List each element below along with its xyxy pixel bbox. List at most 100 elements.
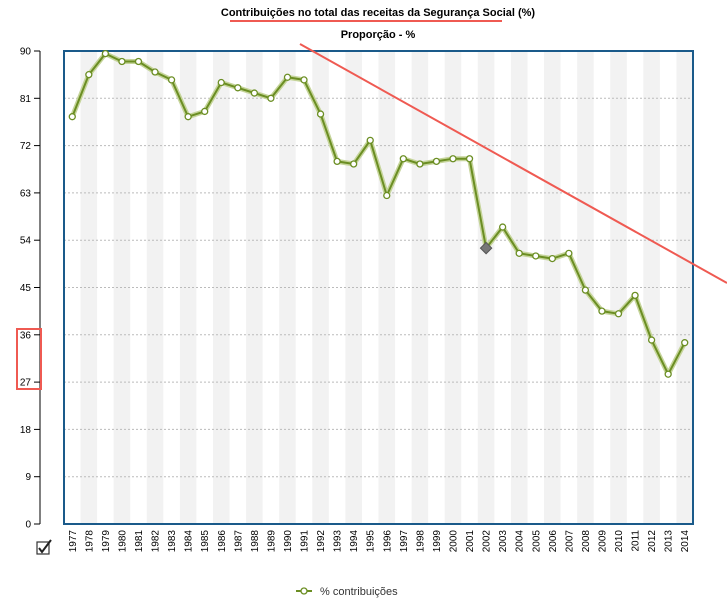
data-point[interactable] (217, 78, 225, 87)
data-point[interactable] (85, 71, 93, 79)
grid-lines (64, 97, 693, 478)
data-point[interactable] (681, 339, 689, 347)
data-point[interactable] (267, 94, 275, 102)
y-tick-label: 90 (20, 47, 32, 58)
x-tick-label: 1995 (366, 530, 377, 553)
column-band (378, 51, 396, 524)
data-point[interactable] (118, 57, 126, 66)
data-point[interactable] (548, 254, 556, 263)
series-layer (68, 49, 689, 378)
y-tick-label: 45 (20, 283, 32, 294)
data-point[interactable] (283, 73, 292, 81)
x-tick-label: 1994 (349, 530, 360, 553)
x-tick-label: 2009 (597, 530, 608, 553)
chart-subtitle: Proporção - % (341, 29, 416, 41)
x-tick-label: 1989 (266, 530, 277, 553)
x-tick-label: 1977 (68, 530, 79, 553)
x-tick-label: 2012 (647, 530, 658, 553)
series-line (71, 52, 686, 376)
data-point[interactable] (432, 157, 441, 166)
x-tick-label: 1982 (151, 530, 162, 553)
data-point[interactable] (68, 113, 76, 121)
data-point[interactable] (664, 370, 672, 378)
data-point[interactable] (201, 107, 209, 116)
highlight-box (16, 328, 42, 390)
x-axis: 1977 1978 1979 1980 1981 1982 1983 1984 1985 1986… (68, 530, 691, 553)
x-tick-label: 1978 (84, 530, 95, 553)
data-point[interactable] (167, 76, 176, 84)
x-tick-label: 2007 (564, 530, 575, 553)
plot-frame (63, 50, 694, 525)
data-point[interactable] (300, 76, 308, 84)
y-tick-label: 63 (20, 188, 32, 199)
y-tick-label: 54 (20, 236, 32, 247)
x-tick-label: 2003 (498, 530, 509, 553)
x-tick-label: 1981 (134, 530, 145, 553)
x-tick-label: 1985 (200, 530, 211, 553)
data-point[interactable] (333, 157, 341, 166)
data-point[interactable] (498, 223, 507, 231)
legend-marker-icon (300, 587, 308, 595)
data-point[interactable] (383, 191, 391, 200)
x-tick-label: 2008 (581, 530, 592, 553)
legend-label: % contribuições (320, 586, 398, 598)
column-band (246, 51, 263, 524)
x-tick-label: 1986 (217, 530, 228, 553)
x-tick-label: 1983 (167, 530, 178, 553)
data-point[interactable] (101, 49, 110, 58)
data-point[interactable] (316, 110, 325, 118)
data-point[interactable] (581, 286, 590, 294)
column-band (411, 51, 429, 524)
data-point[interactable] (532, 252, 540, 260)
y-tick-label: 72 (20, 141, 32, 152)
x-tick-label: 2011 (631, 530, 642, 552)
y-axis: 0 9 18 27 36 45 54 63 72 81 90 (20, 47, 41, 531)
data-point[interactable] (151, 68, 159, 76)
y-tick-label: 27 (20, 378, 32, 389)
data-point[interactable] (350, 160, 358, 168)
y-tick-label: 9 (25, 472, 31, 483)
data-point[interactable] (184, 113, 192, 121)
data-point[interactable] (465, 155, 474, 163)
x-tick-label: 1993 (333, 530, 344, 553)
data-point[interactable] (250, 89, 259, 97)
data-point[interactable] (134, 57, 143, 66)
x-tick-label: 2000 (448, 530, 459, 553)
data-point[interactable] (647, 336, 656, 344)
x-tick-label: 2014 (680, 530, 691, 553)
trend-line (299, 43, 727, 284)
x-tick-label: 1997 (399, 530, 410, 553)
column-band (279, 51, 296, 524)
x-tick-label: 2005 (531, 530, 542, 553)
x-tick-label: 1990 (283, 530, 294, 553)
x-tick-label: 1979 (101, 530, 112, 553)
data-point[interactable] (366, 136, 374, 144)
chart-title: Contribuições no total das receitas da S… (221, 7, 536, 19)
legend[interactable]: % contribuições (296, 586, 398, 598)
checkbox-icon[interactable] (36, 539, 52, 555)
data-point[interactable] (234, 84, 242, 92)
x-tick-label: 2006 (548, 530, 559, 553)
x-tick-label: 1988 (250, 530, 261, 553)
data-point[interactable] (614, 310, 623, 318)
x-tick-label: 1980 (117, 530, 128, 553)
data-point[interactable] (449, 155, 457, 163)
x-tick-label: 2013 (664, 530, 675, 553)
data-point[interactable] (515, 249, 523, 257)
column-band (643, 51, 660, 524)
column-band (477, 51, 495, 524)
x-tick-label: 2001 (465, 530, 476, 553)
x-tick-label: 1996 (382, 530, 393, 553)
x-tick-label: 1991 (300, 530, 311, 553)
data-point[interactable] (399, 155, 407, 163)
data-point[interactable] (565, 249, 573, 257)
x-tick-label: 2010 (614, 530, 625, 553)
y-tick-label: 36 (20, 330, 32, 341)
data-point-highlighted[interactable] (479, 241, 493, 255)
x-tick-label: 2004 (515, 530, 526, 553)
data-point[interactable] (631, 291, 639, 300)
data-point[interactable] (598, 307, 606, 315)
y-tick-label: 18 (20, 425, 32, 436)
data-point[interactable] (416, 160, 424, 168)
